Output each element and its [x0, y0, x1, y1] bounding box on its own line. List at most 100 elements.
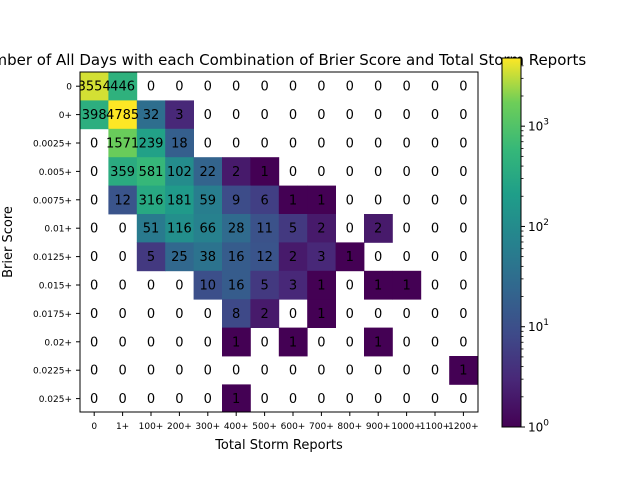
cell-value-label: 28 [228, 222, 245, 237]
heatmap-cell [250, 299, 280, 328]
x-tick-label: 1000+ [391, 422, 421, 432]
heatmap-cell [136, 157, 166, 186]
cell-value-label: 6 [260, 193, 268, 208]
cell-value-label: 0 [260, 364, 268, 379]
cell-value-label: 1 [459, 364, 467, 379]
x-tick-label: 200+ [167, 422, 192, 432]
cell-value-label: 18 [171, 137, 188, 152]
cell-value-label: 359 [110, 165, 135, 180]
cell-value-label: 8 [232, 307, 240, 322]
cell-value-label: 0 [459, 193, 467, 208]
cell-value-label: 0 [147, 80, 155, 95]
cell-value-label: 1571 [106, 137, 139, 152]
heatmap-cell [392, 270, 422, 300]
cell-value-label: 66 [200, 222, 217, 237]
cell-value-label: 0 [204, 80, 212, 95]
cell-value-label: 51 [143, 222, 160, 237]
cell-value-label: 0 [232, 137, 240, 152]
cell-value-label: 0 [317, 108, 325, 123]
cell-value-label: 0 [431, 80, 439, 95]
cell-value-label: 0 [147, 307, 155, 322]
cell-value-label: 1 [374, 335, 382, 350]
cell-value-label: 102 [167, 165, 192, 180]
colorbar [501, 57, 522, 428]
heatmap-cell [165, 128, 194, 158]
cell-value-label: 0 [374, 108, 382, 123]
heatmap-cell [193, 270, 223, 300]
cell-value-label: 2 [232, 165, 240, 180]
cell-value-label: 5 [147, 250, 155, 265]
heatmap-cell [108, 100, 138, 130]
cell-value-label: 0 [402, 193, 410, 208]
cell-value-label: 0 [90, 165, 98, 180]
cell-value-label: 0 [346, 222, 354, 237]
y-axis-ticks: 0 0+ 0.0025+ 0.005+ 0.0075+ 0.01+ 0.0125+ 0.015… [33, 83, 80, 405]
cell-value-label: 0 [90, 222, 98, 237]
cell-value-label: 1 [317, 307, 325, 322]
cell-value-label: 0 [317, 335, 325, 350]
cell-value-label: 0 [175, 80, 183, 95]
heatmap-cell [80, 72, 109, 101]
cell-value-label: 0 [431, 250, 439, 265]
heatmap-cell [307, 242, 336, 272]
cell-value-label: 0 [459, 137, 467, 152]
cell-value-label: 1 [317, 193, 325, 208]
cell-value-label: 0 [402, 335, 410, 350]
cell-value-label: 10 [200, 279, 217, 294]
cell-value-label: 446 [110, 80, 135, 95]
cell-value-label: 0 [459, 279, 467, 294]
cell-value-label: 0 [175, 335, 183, 350]
y-tick-label: 0.0075+ [33, 196, 72, 206]
colorbar-tick-label: 103 [528, 118, 549, 134]
x-tick-label: 500+ [252, 422, 277, 432]
cell-value-label: 0 [289, 108, 297, 123]
cell-value-label: 1 [232, 392, 240, 407]
heatmap-cell [108, 157, 138, 186]
cell-value-label: 5 [289, 222, 297, 237]
cell-value-label: 239 [139, 137, 164, 152]
cell-value-label: 0 [289, 392, 297, 407]
cell-value-label: 0 [260, 80, 268, 95]
cell-value-label: 0 [118, 279, 126, 294]
x-tick-label: 300+ [195, 422, 220, 432]
cell-value-label: 0 [402, 364, 410, 379]
cell-value-label: 3 [175, 108, 183, 123]
cell-value-label: 0 [147, 335, 155, 350]
cell-value-label: 0 [204, 392, 212, 407]
cell-value-label: 1 [289, 335, 297, 350]
cell-value-label: 0 [374, 307, 382, 322]
cell-value-label: 0 [402, 392, 410, 407]
heatmap-cell [364, 270, 393, 300]
heatmap-cell [335, 242, 365, 272]
cell-value-label: 0 [459, 108, 467, 123]
cell-value-label: 1 [374, 279, 382, 294]
cell-value-label: 0 [175, 392, 183, 407]
heatmap-cell [136, 242, 166, 272]
cell-value-label: 0 [317, 137, 325, 152]
cell-value-label: 0 [204, 335, 212, 350]
heatmap-cell [278, 185, 308, 215]
cell-value-label: 5 [260, 279, 268, 294]
cell-value-label: 0 [431, 364, 439, 379]
cell-value-label: 0 [402, 307, 410, 322]
heatmap-cell [250, 214, 280, 243]
x-axis-ticks: 0 1+ 100+ 200+ 300+ 400+ 500+ 600+ 700+ 800+ 900+ 1… [91, 412, 479, 432]
heatmap-cell [222, 270, 251, 300]
cell-value-label: 316 [139, 193, 164, 208]
cell-value-label: 0 [118, 335, 126, 350]
cell-value-label: 0 [147, 279, 155, 294]
cell-value-label: 2 [260, 307, 268, 322]
cell-value-label: 0 [402, 222, 410, 237]
cell-value-label: 0 [459, 250, 467, 265]
cell-value-label: 0 [346, 108, 354, 123]
cell-value-label: 9 [232, 193, 240, 208]
cell-value-label: 0 [317, 364, 325, 379]
cell-value-label: 0 [346, 392, 354, 407]
heatmap-cell [193, 214, 223, 243]
x-tick-label: 400+ [224, 422, 249, 432]
cell-value-label: 1 [260, 165, 268, 180]
cell-value-label: 0 [374, 193, 382, 208]
